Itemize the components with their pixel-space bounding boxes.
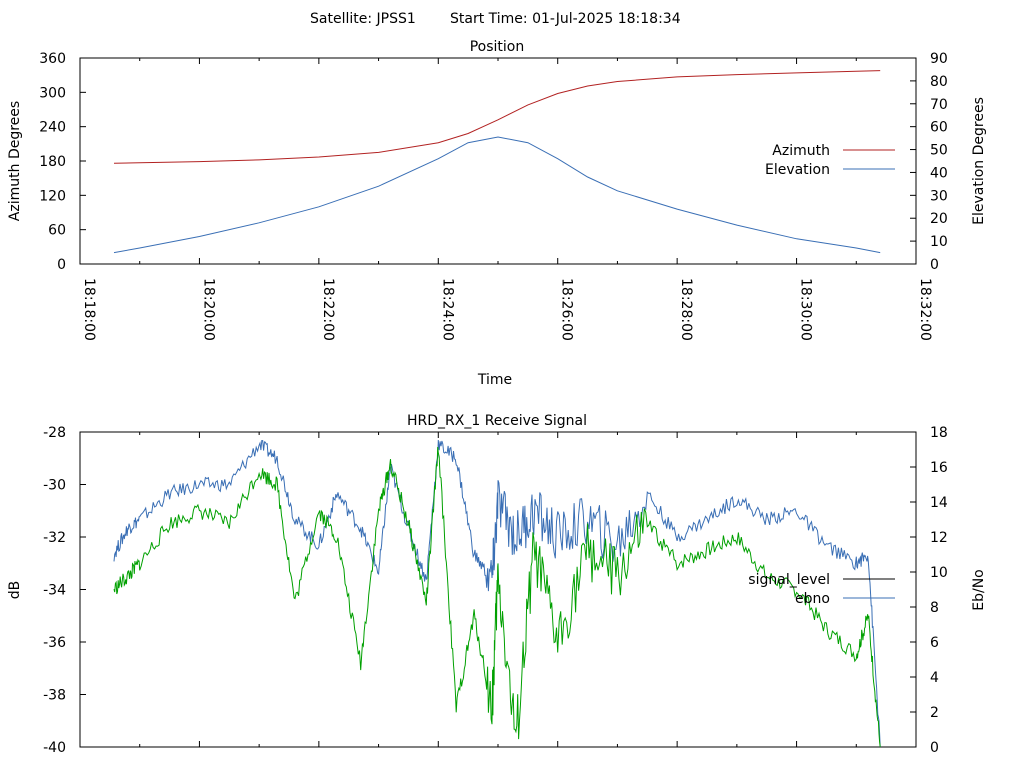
y-tick-label: -34 (43, 583, 66, 599)
y2-tick-label: 20 (930, 211, 948, 227)
signal-chart-ylabel: dB (7, 581, 23, 600)
y-tick-label: -28 (43, 425, 66, 441)
legend-label: Elevation (765, 162, 830, 178)
chart-marks: 18:18:00 18:20:00 18:22:00 18:24:00 18:26:00… (39, 51, 948, 756)
y2-tick-label: 10 (930, 565, 948, 581)
y2-tick-label: 6 (930, 635, 939, 651)
y2-tick-label: 40 (930, 165, 948, 181)
y2-tick-label: 0 (930, 257, 939, 273)
y2-tick-label: 30 (930, 188, 948, 204)
y2-tick-label: 16 (930, 460, 948, 476)
position-chart-title: Position (470, 39, 525, 55)
y-tick-label: 60 (48, 223, 66, 239)
y-tick-label: 360 (39, 51, 66, 67)
signal-chart-title: HRD_RX_1 Receive Signal (407, 413, 587, 429)
y2-tick-label: 10 (930, 234, 948, 250)
y2-tick-label: 12 (930, 530, 948, 546)
x-tick-label: 18:30:00 (798, 278, 814, 341)
y-tick-label: 120 (39, 188, 66, 204)
legend-label: signal_level (748, 572, 830, 588)
position-chart-xlabel: Time (477, 372, 512, 388)
y2-tick-label: 60 (930, 120, 948, 136)
x-tick-label: 18:32:00 (917, 278, 933, 341)
x-tick-label: 18:22:00 (320, 278, 336, 341)
y2-tick-label: 8 (930, 600, 939, 616)
x-tick-label: 18:20:00 (200, 278, 216, 341)
position-chart-ylabel: Azimuth Degrees (7, 101, 23, 221)
x-tick-label: 18:24:00 (439, 278, 455, 341)
x-tick-label: 18:28:00 (678, 278, 694, 341)
y-tick-label: -38 (43, 688, 66, 704)
series-line-ebno (113, 439, 881, 748)
y2-tick-label: 14 (930, 495, 948, 511)
start-time-label: Start Time: 01-Jul-2025 18:18:34 (450, 11, 681, 27)
x-tick-label: 18:18:00 (81, 278, 97, 341)
signal-chart-y2label: Eb/No (971, 569, 987, 611)
y-tick-label: -32 (43, 530, 66, 546)
y-tick-label: -40 (43, 740, 66, 756)
series-line-Azimuth (113, 70, 881, 164)
y2-tick-label: 18 (930, 425, 948, 441)
y-tick-label: 180 (39, 154, 66, 170)
y2-tick-label: 70 (930, 97, 948, 113)
y-tick-label: 240 (39, 120, 66, 136)
series-line-signal_level_green (113, 446, 881, 748)
satellite-label: Satellite: JPSS1 (310, 11, 416, 27)
y-tick-label: -30 (43, 478, 66, 494)
y2-tick-label: 4 (930, 670, 939, 686)
y-tick-label: 300 (39, 85, 66, 101)
y2-tick-label: 90 (930, 51, 948, 67)
y2-tick-label: 0 (930, 740, 939, 756)
y2-tick-label: 2 (930, 705, 939, 721)
y2-tick-label: 80 (930, 74, 948, 90)
series-line-Elevation (113, 136, 881, 254)
legend-label: ebno (795, 591, 830, 607)
legend-label: Azimuth (772, 143, 830, 159)
y-tick-label: 0 (57, 257, 66, 273)
position-chart-y2label: Elevation Degrees (971, 97, 987, 225)
y2-tick-label: 50 (930, 143, 948, 159)
y-tick-label: -36 (43, 635, 66, 651)
x-tick-label: 18:26:00 (559, 278, 575, 341)
